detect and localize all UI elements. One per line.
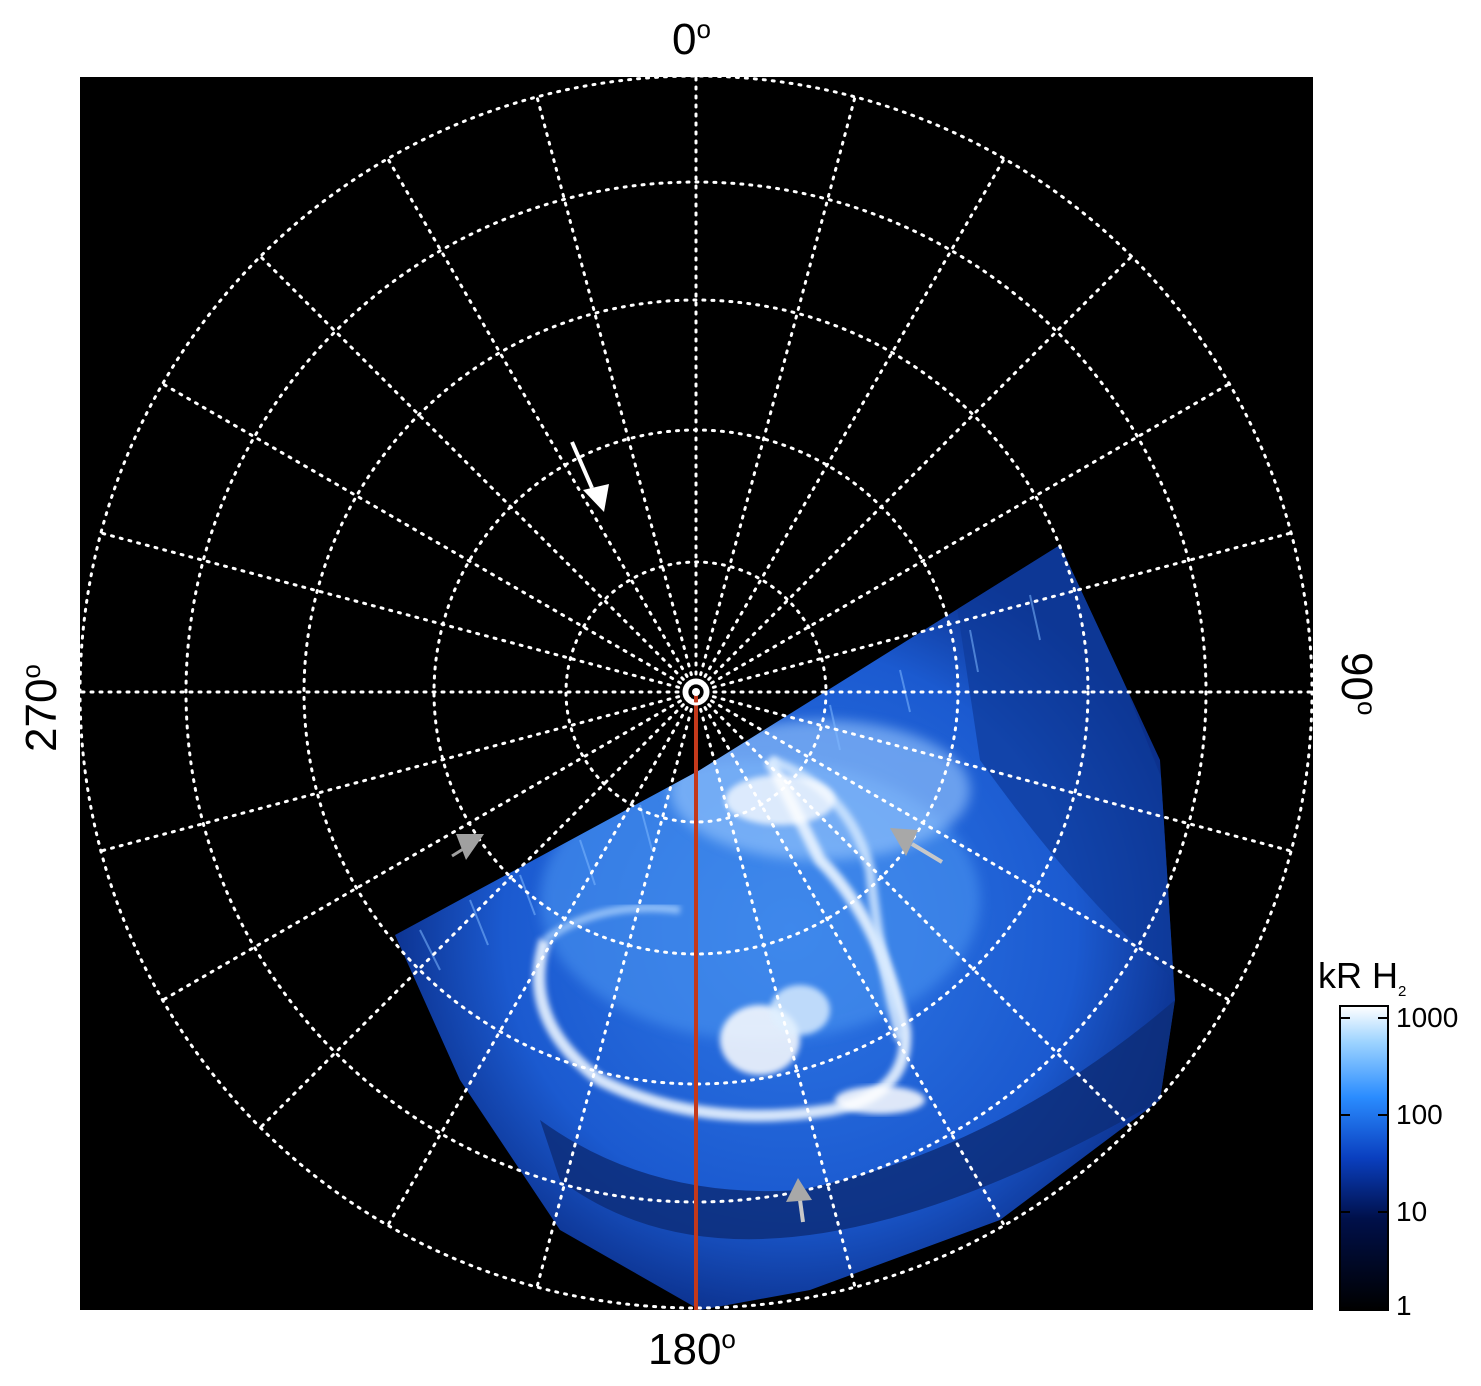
- meridian-line: [386, 157, 698, 694]
- colorbar-title: kR H2: [1318, 955, 1407, 1001]
- meridian-line: [694, 382, 1231, 694]
- meridian-grid: [80, 77, 1313, 1310]
- meridian-line: [258, 690, 698, 1130]
- longitude-label-right: 90o: [1332, 652, 1382, 716]
- longitude-label-bottom: 180o: [648, 1324, 736, 1374]
- colorbar-tick-label: 1000: [1396, 1002, 1459, 1033]
- meridian-line: [386, 690, 698, 1227]
- meridian-line: [694, 690, 1231, 1002]
- meridian-line: [694, 690, 1134, 1130]
- meridian-line: [694, 531, 1293, 694]
- meridian-line: [694, 690, 857, 1289]
- meridian-line: [258, 254, 698, 694]
- arrow-left-grey: [451, 834, 484, 860]
- meridian-line: [694, 254, 1134, 694]
- meridian-line: [535, 690, 698, 1289]
- meridian-line: [161, 690, 698, 1002]
- colorbar: [1339, 1005, 1389, 1311]
- arrow-upper-white: [570, 441, 609, 512]
- colorbar-tick-label: 1: [1396, 1290, 1412, 1321]
- meridian-line: [99, 690, 698, 853]
- arrow-right-grey: [890, 828, 944, 864]
- meridian-line: [99, 531, 698, 694]
- longitude-label-left: 270o: [16, 664, 66, 752]
- latitude-circle: [80, 77, 1313, 1310]
- colorbar-ticks: [1340, 1017, 1388, 1309]
- meridian-line: [161, 382, 698, 694]
- pole-marker: [682, 678, 710, 706]
- arrow-bottom-grey: [786, 1178, 812, 1223]
- meridian-line: [694, 157, 1006, 694]
- meridian-line: [535, 95, 698, 694]
- colorbar-tick-label: 100: [1396, 1099, 1443, 1130]
- latitude-circle: [564, 560, 828, 824]
- meridian-line: [694, 690, 1006, 1227]
- meridian-line: [694, 95, 857, 694]
- longitude-label-top: 0o: [672, 14, 711, 64]
- colorbar-tick-label: 10: [1396, 1196, 1428, 1227]
- meridian-line: [694, 690, 1293, 853]
